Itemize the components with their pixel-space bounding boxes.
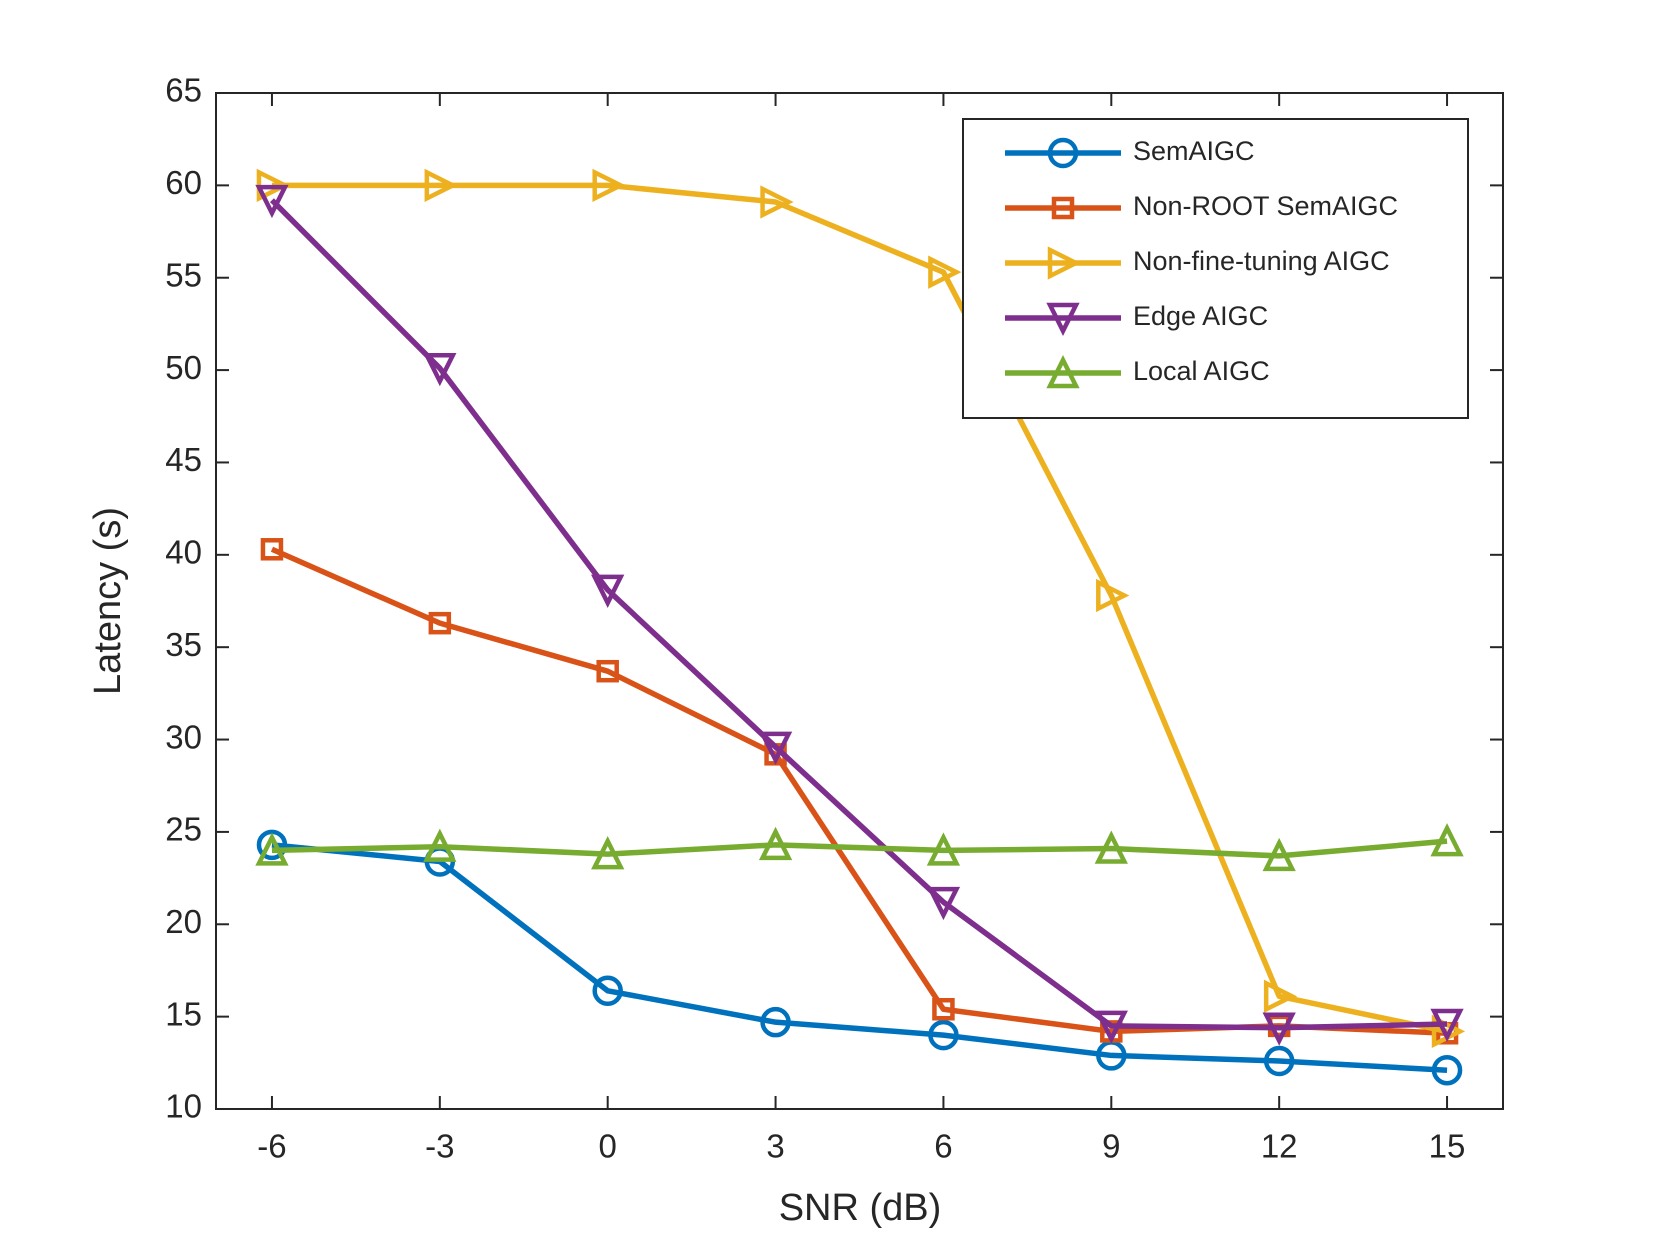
series-line [271, 182, 1448, 1035]
marker [591, 836, 625, 870]
marker [760, 1006, 791, 1038]
marker [1096, 578, 1130, 613]
series-line [270, 198, 1448, 1031]
y-tick-label: 20 [165, 903, 202, 940]
marker [932, 997, 955, 1021]
marker [1430, 1008, 1464, 1043]
marker [1262, 1012, 1296, 1046]
plot-frame [215, 92, 1504, 1110]
legend-marker [1047, 246, 1082, 280]
legend-marker [1051, 196, 1075, 220]
marker [423, 828, 457, 862]
x-tick-label: 0 [599, 1128, 617, 1165]
marker [260, 538, 284, 561]
y-tick-label: 35 [165, 626, 202, 663]
x-tick-label: -3 [425, 1128, 454, 1165]
marker [928, 255, 962, 289]
y-tick-label: 60 [165, 164, 202, 201]
legend-label: Non-ROOT SemAIGC [1133, 191, 1398, 221]
marker [1431, 1054, 1463, 1086]
y-tick-label: 55 [165, 256, 202, 293]
marker [1094, 1010, 1128, 1044]
legend-marker [1046, 354, 1080, 389]
marker [1262, 837, 1296, 872]
y-tick-label: 15 [165, 995, 202, 1032]
marker [758, 731, 793, 765]
marker [926, 886, 961, 921]
marker [256, 829, 288, 861]
marker [592, 168, 626, 203]
x-axis-label: SNR (dB) [779, 1187, 942, 1229]
marker [1094, 830, 1128, 864]
marker [596, 659, 619, 683]
marker [424, 168, 458, 203]
marker [760, 185, 794, 219]
y-tick-label: 30 [165, 718, 202, 755]
x-tick-label: 3 [766, 1128, 784, 1165]
legend-marker [1046, 302, 1080, 337]
x-tick-label: 6 [934, 1128, 952, 1165]
marker [428, 611, 452, 635]
x-tick-label: -6 [257, 1128, 286, 1165]
y-tick-label: 25 [165, 811, 202, 848]
y-axis-label: Latency (s) [87, 507, 129, 695]
legend-box [962, 118, 1469, 419]
marker [255, 832, 289, 866]
marker [423, 352, 457, 387]
legend-marker [1047, 137, 1079, 169]
y-tick-label: 65 [165, 72, 202, 109]
marker [928, 1019, 959, 1051]
legend-label: Local AIGC [1133, 356, 1270, 386]
y-tick-label: 40 [165, 534, 202, 571]
legend-label: Non-fine-tuning AIGC [1133, 246, 1390, 276]
marker [1263, 1045, 1295, 1077]
marker [255, 184, 289, 219]
y-tick-label: 45 [165, 441, 202, 478]
marker [758, 826, 793, 861]
x-tick-label: 12 [1261, 1128, 1298, 1165]
marker [1430, 823, 1464, 857]
y-tick-label: 50 [165, 349, 202, 386]
x-tick-label: 9 [1102, 1128, 1120, 1165]
marker [926, 832, 961, 866]
marker [1263, 979, 1298, 1013]
legend-label: SemAIGC [1133, 136, 1255, 166]
marker [591, 574, 625, 608]
series-line [271, 842, 1448, 1073]
series-line [271, 838, 1448, 859]
legend-label: Edge AIGC [1133, 301, 1268, 331]
marker [592, 975, 623, 1007]
x-tick-label: 15 [1429, 1128, 1466, 1165]
y-tick-label: 10 [165, 1088, 202, 1125]
